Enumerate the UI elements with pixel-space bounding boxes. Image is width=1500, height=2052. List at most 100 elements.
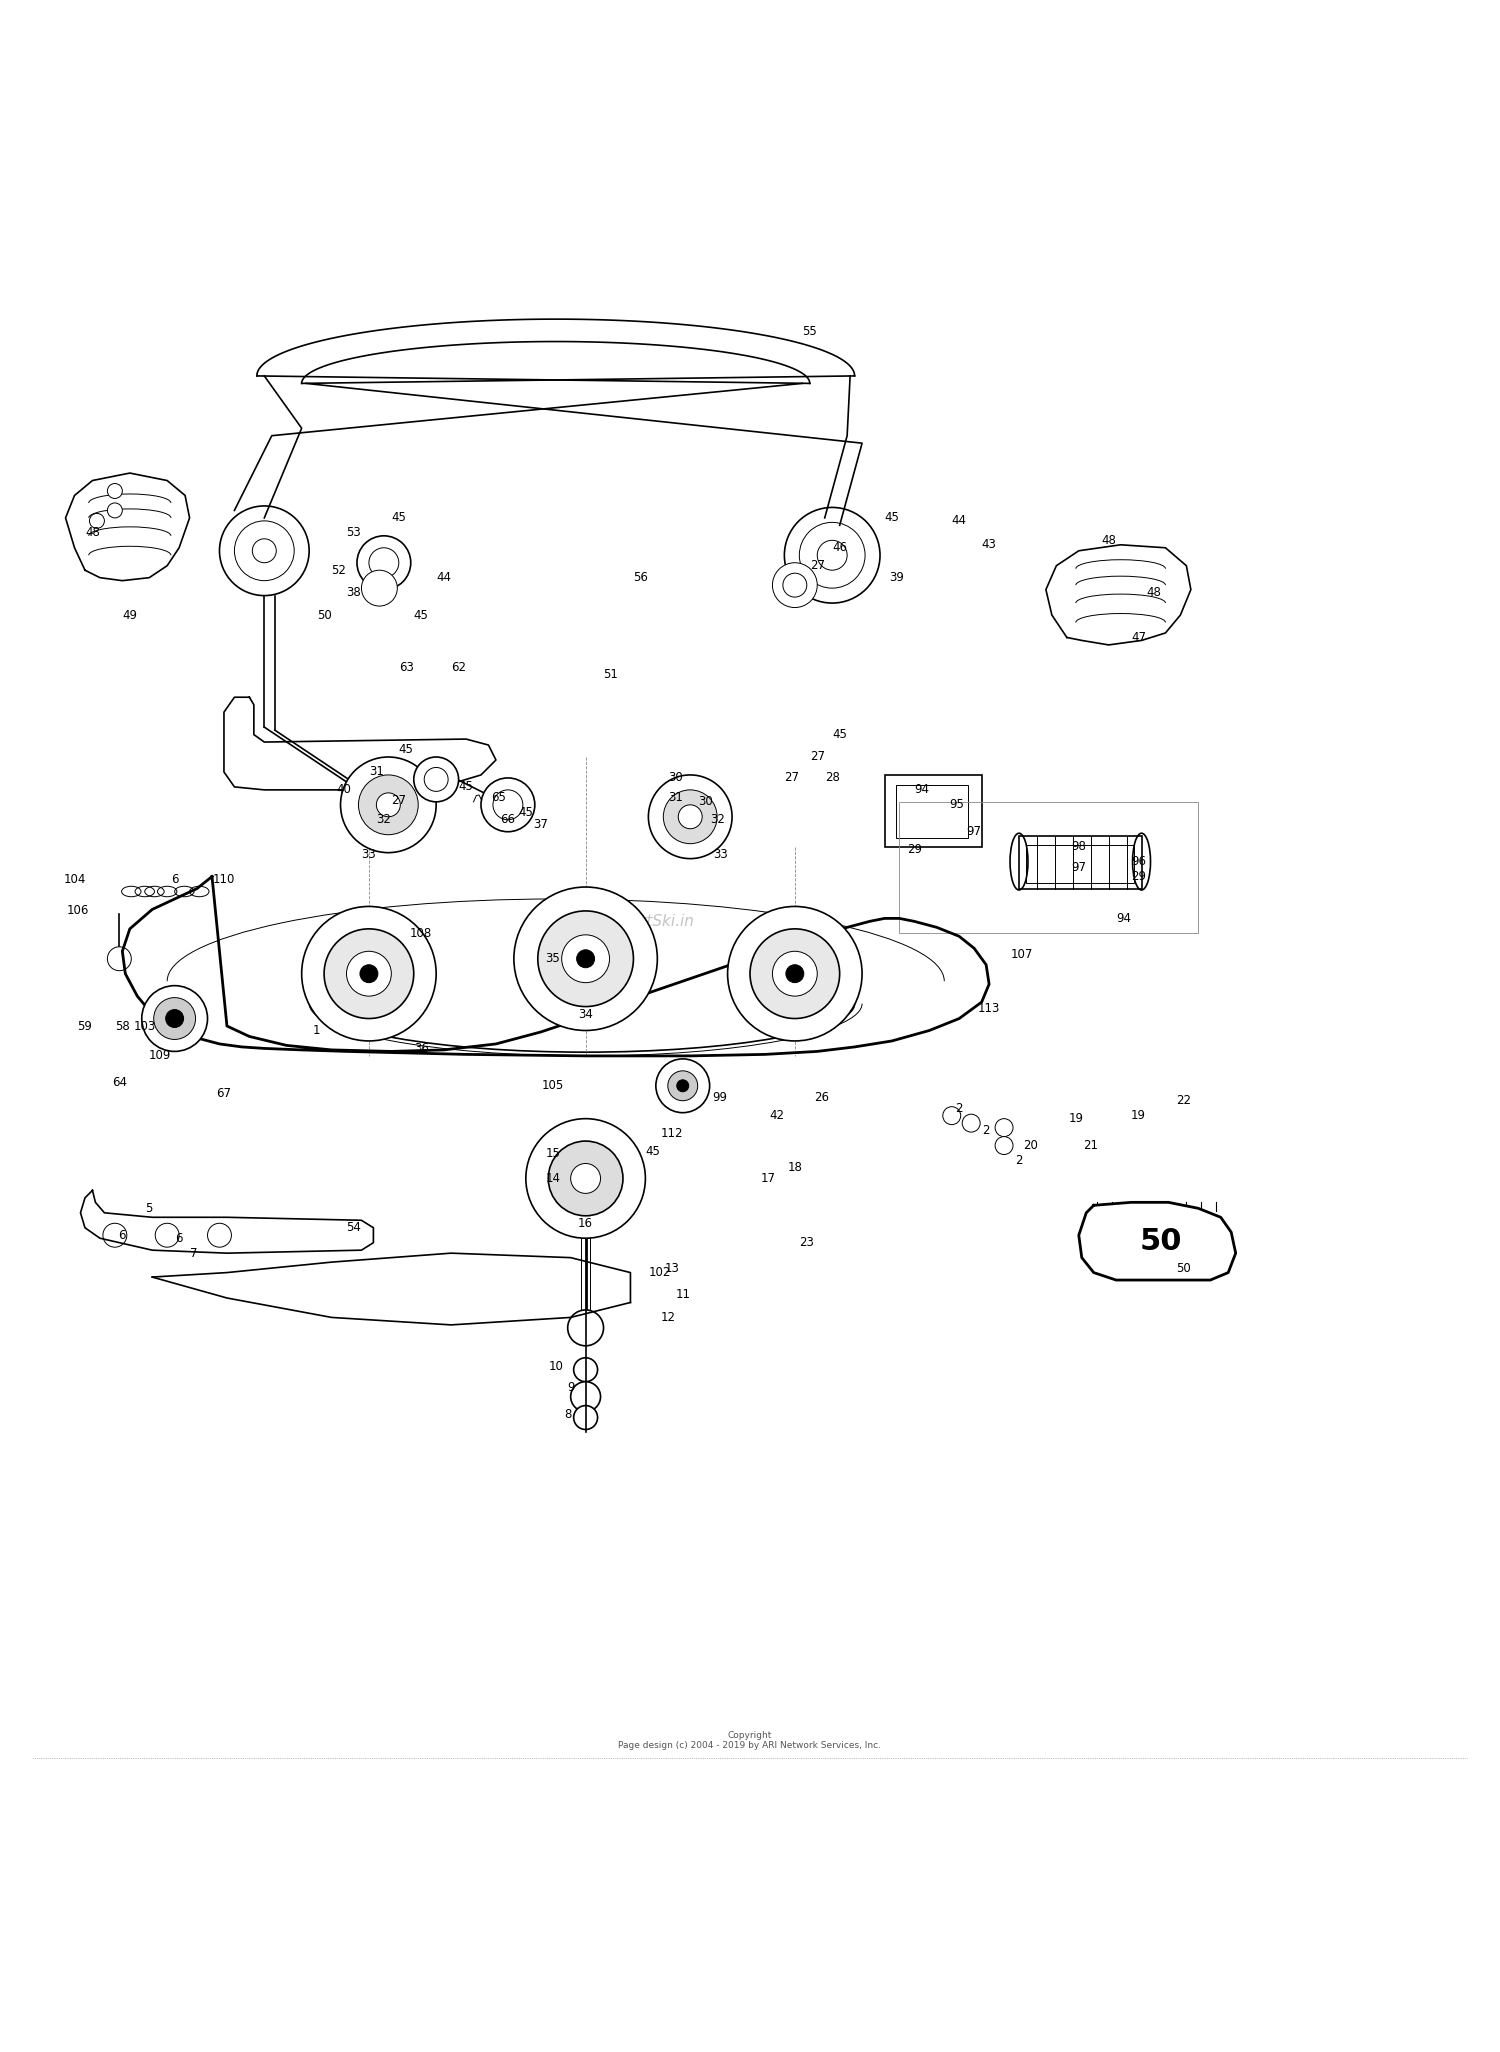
Text: 27: 27 xyxy=(810,751,825,763)
Circle shape xyxy=(302,907,436,1040)
Text: 102: 102 xyxy=(650,1266,672,1278)
Text: 29: 29 xyxy=(908,843,922,856)
Circle shape xyxy=(424,767,448,792)
Circle shape xyxy=(786,964,804,983)
Circle shape xyxy=(663,790,717,843)
Text: 45: 45 xyxy=(885,511,900,525)
Bar xyxy=(1019,837,1142,889)
Circle shape xyxy=(818,540,848,570)
Text: 18: 18 xyxy=(788,1161,802,1174)
Text: 98: 98 xyxy=(1071,839,1086,854)
Circle shape xyxy=(108,946,132,971)
Circle shape xyxy=(772,562,818,607)
Text: 96: 96 xyxy=(1131,856,1146,868)
Text: 19: 19 xyxy=(1068,1112,1083,1124)
Circle shape xyxy=(567,1309,603,1346)
Text: 65: 65 xyxy=(492,790,507,804)
Circle shape xyxy=(219,507,309,595)
Circle shape xyxy=(783,573,807,597)
Circle shape xyxy=(728,907,862,1040)
Circle shape xyxy=(154,1223,178,1248)
Text: 109: 109 xyxy=(148,1049,171,1063)
Text: 62: 62 xyxy=(452,661,466,673)
Circle shape xyxy=(153,997,195,1040)
Circle shape xyxy=(104,1223,128,1248)
Circle shape xyxy=(648,776,732,858)
Circle shape xyxy=(561,936,609,983)
Text: 50: 50 xyxy=(1140,1227,1182,1256)
Text: 13: 13 xyxy=(664,1262,680,1274)
Circle shape xyxy=(570,1163,600,1194)
Bar xyxy=(1026,845,1134,882)
Text: 6: 6 xyxy=(171,872,178,886)
Text: 48: 48 xyxy=(1101,534,1116,546)
Text: 47: 47 xyxy=(1131,630,1146,644)
Circle shape xyxy=(362,570,398,605)
Text: 104: 104 xyxy=(63,872,86,886)
Text: 5: 5 xyxy=(146,1202,153,1215)
Text: 21: 21 xyxy=(1083,1139,1098,1151)
Text: 14: 14 xyxy=(544,1172,560,1184)
Circle shape xyxy=(549,1141,622,1215)
Circle shape xyxy=(482,778,536,831)
Text: 45: 45 xyxy=(414,609,429,622)
Circle shape xyxy=(234,521,294,581)
Circle shape xyxy=(676,1079,688,1092)
Bar xyxy=(885,776,981,847)
Text: 8: 8 xyxy=(564,1408,572,1422)
Text: 33: 33 xyxy=(362,847,376,860)
Circle shape xyxy=(576,950,594,969)
Circle shape xyxy=(108,484,123,499)
Circle shape xyxy=(324,930,414,1018)
Circle shape xyxy=(357,536,411,589)
Text: 32: 32 xyxy=(376,813,392,827)
Text: 48: 48 xyxy=(86,525,100,540)
Text: 28: 28 xyxy=(825,772,840,784)
Text: 43: 43 xyxy=(981,538,996,552)
Text: 20: 20 xyxy=(1023,1139,1038,1151)
Text: 67: 67 xyxy=(216,1088,231,1100)
Text: 36: 36 xyxy=(414,1042,429,1055)
Text: 2: 2 xyxy=(956,1102,963,1114)
Text: 97: 97 xyxy=(1071,862,1086,874)
Text: 32: 32 xyxy=(710,813,724,827)
Text: 40: 40 xyxy=(336,784,351,796)
Text: 37: 37 xyxy=(534,819,548,831)
Text: 31: 31 xyxy=(668,790,682,804)
Text: 2: 2 xyxy=(1016,1153,1023,1168)
Text: 94: 94 xyxy=(1116,911,1131,925)
Text: 2: 2 xyxy=(982,1124,990,1137)
Circle shape xyxy=(750,930,840,1018)
Text: 53: 53 xyxy=(346,525,362,540)
Circle shape xyxy=(346,952,392,995)
Polygon shape xyxy=(1078,1202,1236,1280)
Circle shape xyxy=(514,886,657,1030)
Text: 10: 10 xyxy=(549,1360,562,1373)
Text: 7: 7 xyxy=(190,1248,198,1260)
Text: 9: 9 xyxy=(567,1381,574,1393)
Circle shape xyxy=(538,911,633,1008)
Text: 97: 97 xyxy=(966,825,981,837)
Circle shape xyxy=(772,952,818,995)
Text: 30: 30 xyxy=(668,772,682,784)
Circle shape xyxy=(494,790,524,819)
Text: 35: 35 xyxy=(546,952,560,964)
Text: 19: 19 xyxy=(1131,1110,1146,1122)
Text: 22: 22 xyxy=(1176,1094,1191,1108)
Text: 30: 30 xyxy=(698,796,712,808)
Circle shape xyxy=(90,513,105,527)
Text: 106: 106 xyxy=(66,905,88,917)
Text: 52: 52 xyxy=(332,564,346,577)
Text: 15: 15 xyxy=(546,1147,560,1159)
Text: 103: 103 xyxy=(134,1020,156,1032)
Circle shape xyxy=(376,792,400,817)
Text: 17: 17 xyxy=(760,1172,776,1184)
Text: 29: 29 xyxy=(1131,870,1146,882)
Text: 110: 110 xyxy=(213,872,236,886)
Circle shape xyxy=(340,757,436,854)
Circle shape xyxy=(252,540,276,562)
Circle shape xyxy=(526,1118,645,1237)
Text: 55: 55 xyxy=(802,324,818,339)
Text: 27: 27 xyxy=(784,772,800,784)
Circle shape xyxy=(784,507,880,603)
